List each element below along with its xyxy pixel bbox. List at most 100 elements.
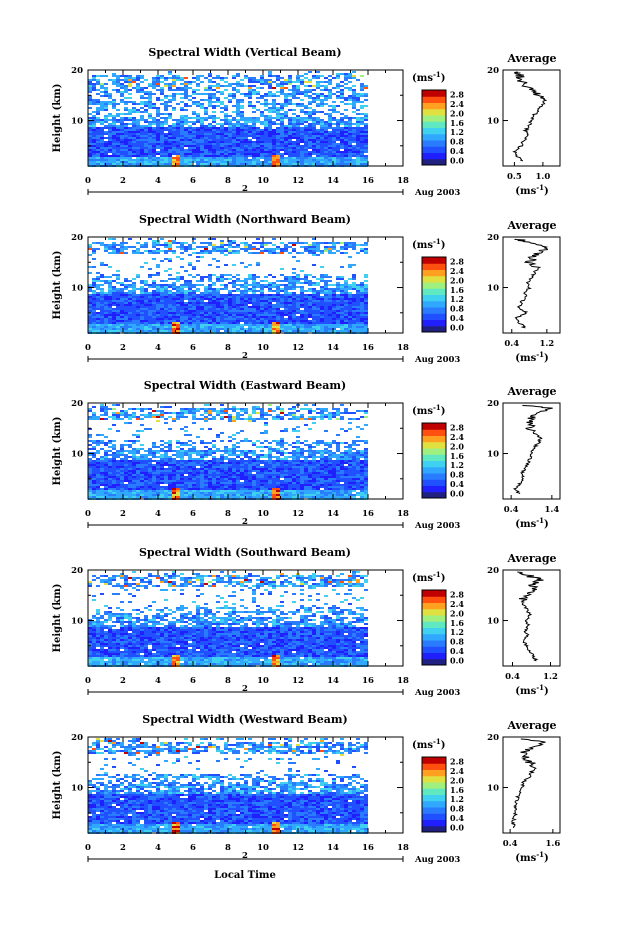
heatmap-cell bbox=[260, 286, 264, 288]
heatmap-cell bbox=[284, 294, 288, 296]
heatmap-cell bbox=[260, 290, 264, 292]
heatmap-cell bbox=[200, 81, 204, 83]
heatmap-cell bbox=[316, 119, 320, 121]
heatmap-cell bbox=[308, 274, 312, 276]
heatmap-cell bbox=[172, 328, 176, 330]
heatmap-cell bbox=[252, 246, 256, 248]
heatmap-cell bbox=[128, 292, 132, 294]
heatmap-cell bbox=[196, 318, 200, 320]
heatmap-cell bbox=[96, 131, 100, 133]
heatmap-cell bbox=[96, 117, 100, 119]
heatmap-cell bbox=[264, 320, 268, 322]
heatmap-cell bbox=[188, 314, 192, 316]
heatmap-cell bbox=[184, 320, 188, 322]
heatmap-cell bbox=[144, 282, 148, 284]
heatmap-cell bbox=[292, 93, 296, 95]
heatmap-cell bbox=[228, 135, 232, 137]
heatmap-cell bbox=[348, 300, 352, 302]
heatmap-cell bbox=[112, 123, 116, 125]
heatmap-cell bbox=[264, 153, 268, 155]
heatmap-cell bbox=[284, 111, 288, 113]
heatmap-cell bbox=[116, 113, 120, 115]
heatmap-cell bbox=[360, 288, 364, 290]
heatmap-cell bbox=[204, 111, 208, 113]
heatmap-cell bbox=[164, 123, 168, 125]
heatmap-cell bbox=[348, 242, 352, 244]
heatmap-cell bbox=[88, 318, 92, 320]
heatmap-cell bbox=[296, 298, 300, 300]
heatmap-cell bbox=[244, 310, 248, 312]
heatmap-cell bbox=[316, 93, 320, 95]
heatmap-cell bbox=[340, 135, 344, 137]
heatmap-cell bbox=[296, 286, 300, 288]
heatmap-cell bbox=[200, 159, 204, 161]
heatmap-cell bbox=[180, 246, 184, 248]
heatmap-cell bbox=[252, 137, 256, 139]
heatmap-cell bbox=[276, 123, 280, 125]
heatmap-cell bbox=[248, 95, 252, 97]
heatmap-cell bbox=[284, 312, 288, 314]
heatmap-cell bbox=[164, 127, 168, 129]
heatmap-cell bbox=[196, 330, 200, 332]
heatmap-cell bbox=[100, 310, 104, 312]
heatmap-cell bbox=[196, 133, 200, 135]
heatmap-cell bbox=[180, 408, 184, 410]
heatmap-cell bbox=[92, 151, 96, 153]
heatmap-cell bbox=[356, 151, 360, 153]
heatmap-cell bbox=[272, 137, 276, 139]
heatmap-cell bbox=[244, 408, 248, 410]
heatmap-cell bbox=[344, 304, 348, 306]
heatmap-cell bbox=[164, 105, 168, 107]
heatmap-cell bbox=[268, 155, 272, 157]
heatmap-cell bbox=[308, 103, 312, 105]
heatmap-cell bbox=[356, 143, 360, 145]
heatmap-cell bbox=[156, 83, 160, 85]
heatmap-cell bbox=[168, 85, 172, 87]
heatmap-cell bbox=[360, 159, 364, 161]
heatmap-cell bbox=[216, 99, 220, 101]
heatmap-cell bbox=[224, 113, 228, 115]
heatmap-cell bbox=[292, 408, 296, 410]
heatmap-cell bbox=[252, 278, 256, 280]
heatmap-cell bbox=[156, 320, 160, 322]
heatmap-cell bbox=[268, 143, 272, 145]
heatmap-cell bbox=[120, 155, 124, 157]
heatmap-cell bbox=[208, 117, 212, 119]
heatmap-cell bbox=[216, 141, 220, 143]
heatmap-cell bbox=[244, 85, 248, 87]
heatmap-cell bbox=[104, 318, 108, 320]
heatmap-cell bbox=[248, 145, 252, 147]
heatmap-cell bbox=[228, 163, 232, 165]
heatmap-cell bbox=[104, 147, 108, 149]
heatmap-cell bbox=[168, 125, 172, 127]
heatmap-cell bbox=[336, 320, 340, 322]
heatmap-cell bbox=[264, 105, 268, 107]
heatmap-cell bbox=[248, 119, 252, 121]
heatmap-cell bbox=[208, 97, 212, 99]
heatmap-cell bbox=[264, 296, 268, 298]
heatmap-cell bbox=[140, 89, 144, 91]
heatmap-cell bbox=[168, 137, 172, 139]
heatmap-cell bbox=[144, 119, 148, 121]
heatmap-cell bbox=[272, 155, 276, 157]
heatmap-cell bbox=[220, 151, 224, 153]
heatmap-cell bbox=[100, 103, 104, 105]
heatmap-cell bbox=[140, 81, 144, 83]
heatmap-cell bbox=[104, 316, 108, 318]
heatmap-cell bbox=[364, 294, 368, 296]
heatmap-cell bbox=[300, 316, 304, 318]
heatmap-cell bbox=[128, 85, 132, 87]
heatmap-cell bbox=[336, 302, 340, 304]
heatmap-cell bbox=[92, 131, 96, 133]
avg-frame bbox=[502, 69, 561, 167]
heatmap-cell bbox=[328, 312, 332, 314]
heatmap-cell bbox=[112, 324, 116, 326]
heatmap-cell bbox=[140, 91, 144, 93]
heatmap-cell bbox=[332, 117, 336, 119]
heatmap-cell bbox=[140, 296, 144, 298]
heatmap-cell bbox=[232, 151, 236, 153]
heatmap-cell bbox=[324, 131, 328, 133]
heatmap-cell bbox=[260, 322, 264, 324]
heatmap-cell bbox=[352, 75, 356, 77]
heatmap-cell bbox=[120, 304, 124, 306]
